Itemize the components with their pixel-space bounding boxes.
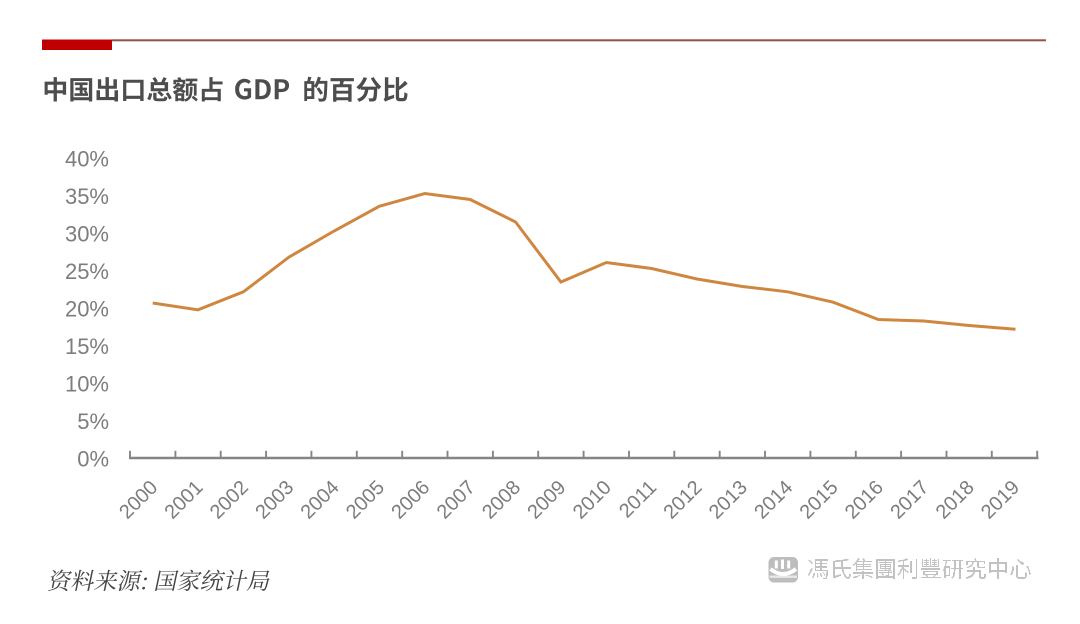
svg-text:40%: 40% (65, 147, 109, 172)
svg-text:35%: 35% (65, 184, 109, 209)
svg-text:10%: 10% (65, 372, 109, 397)
svg-text:30%: 30% (65, 222, 109, 247)
svg-text:20%: 20% (65, 297, 109, 322)
svg-text:0%: 0% (77, 447, 109, 472)
svg-text:5%: 5% (77, 409, 109, 434)
svg-text:25%: 25% (65, 259, 109, 284)
svg-text:15%: 15% (65, 334, 109, 359)
